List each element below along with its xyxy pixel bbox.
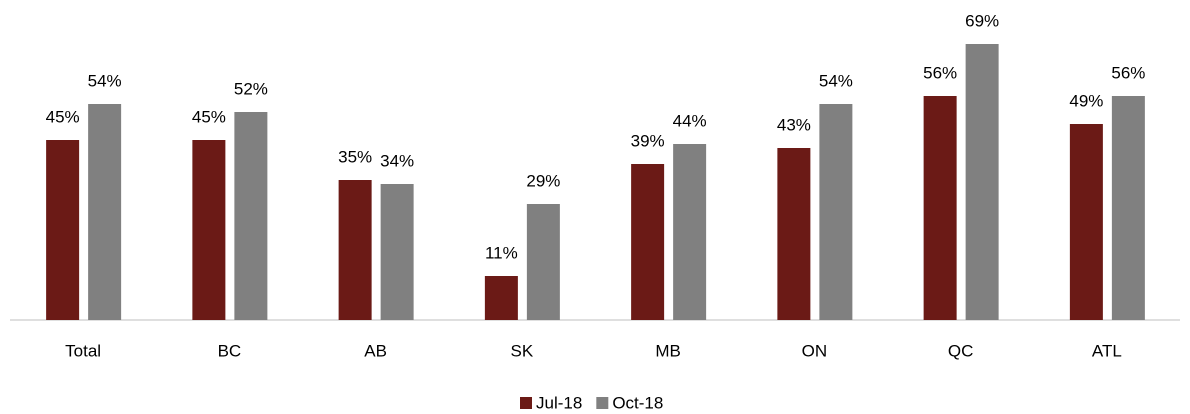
bar [192, 140, 226, 320]
data-label: 45% [46, 107, 80, 126]
bar [965, 44, 999, 320]
data-label: 56% [923, 63, 957, 82]
bar [484, 276, 518, 320]
bar [234, 112, 268, 320]
x-tick-label: SK [511, 341, 534, 360]
x-tick-label: BC [218, 341, 242, 360]
legend-swatch [520, 397, 532, 409]
x-tick-label: ON [802, 341, 828, 360]
bar [526, 204, 560, 320]
x-tick-label: Total [65, 341, 101, 360]
legend-label: Jul-18 [536, 393, 582, 412]
data-label: 39% [631, 131, 665, 150]
legend-swatch [596, 397, 609, 409]
data-label: 43% [777, 115, 811, 134]
data-label: 69% [965, 11, 999, 30]
legend-label: Oct-18 [612, 393, 663, 412]
data-label: 29% [526, 171, 560, 190]
bar [88, 104, 122, 320]
data-label: 54% [88, 71, 122, 90]
bar [1069, 124, 1103, 320]
bar [923, 96, 957, 320]
bar [1111, 96, 1145, 320]
x-tick-label: AB [364, 341, 387, 360]
data-label: 34% [380, 151, 414, 170]
bar [338, 180, 372, 320]
bar [46, 140, 80, 320]
data-label: 49% [1069, 91, 1103, 110]
data-label: 56% [1111, 63, 1145, 82]
bar [631, 164, 665, 320]
data-label: 44% [673, 111, 707, 130]
x-tick-label: QC [948, 341, 974, 360]
x-tick-label: MB [655, 341, 681, 360]
x-tick-label: ATL [1092, 341, 1122, 360]
data-label: 35% [338, 147, 372, 166]
bar [819, 104, 853, 320]
data-label: 54% [819, 71, 853, 90]
data-label: 45% [192, 107, 226, 126]
data-label: 11% [485, 243, 518, 262]
bar [380, 184, 414, 320]
bar [777, 148, 811, 320]
data-label: 52% [234, 79, 268, 98]
bar [673, 144, 707, 320]
